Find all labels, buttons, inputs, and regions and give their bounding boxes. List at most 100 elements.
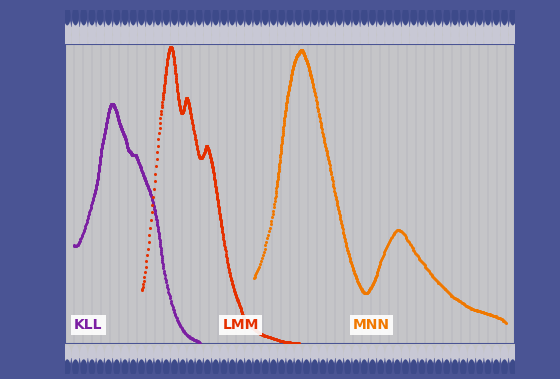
Ellipse shape	[459, 30, 467, 48]
Ellipse shape	[508, 18, 517, 42]
Ellipse shape	[203, 30, 212, 48]
Ellipse shape	[368, 345, 376, 366]
Ellipse shape	[419, 359, 426, 376]
Ellipse shape	[72, 30, 80, 48]
Ellipse shape	[493, 359, 500, 376]
Ellipse shape	[353, 359, 360, 376]
Ellipse shape	[262, 359, 269, 376]
Ellipse shape	[377, 10, 384, 27]
Ellipse shape	[237, 10, 244, 27]
Ellipse shape	[336, 7, 343, 25]
Ellipse shape	[410, 30, 418, 48]
Ellipse shape	[163, 359, 170, 376]
Ellipse shape	[96, 30, 104, 48]
Ellipse shape	[311, 7, 318, 25]
Ellipse shape	[509, 10, 516, 27]
Ellipse shape	[311, 10, 318, 27]
Ellipse shape	[187, 18, 195, 42]
Ellipse shape	[262, 10, 269, 27]
Ellipse shape	[344, 7, 351, 25]
Ellipse shape	[212, 18, 220, 42]
Ellipse shape	[113, 18, 121, 42]
Ellipse shape	[88, 18, 96, 42]
Ellipse shape	[385, 30, 393, 48]
Ellipse shape	[113, 10, 120, 27]
Ellipse shape	[179, 30, 187, 48]
Ellipse shape	[468, 18, 475, 42]
Ellipse shape	[64, 10, 71, 27]
Ellipse shape	[97, 7, 104, 25]
Ellipse shape	[269, 30, 278, 48]
Ellipse shape	[204, 359, 211, 376]
Ellipse shape	[130, 10, 137, 27]
Ellipse shape	[72, 10, 79, 27]
Ellipse shape	[72, 7, 79, 25]
Ellipse shape	[468, 30, 475, 48]
Ellipse shape	[253, 10, 260, 27]
Ellipse shape	[129, 18, 137, 42]
Ellipse shape	[80, 10, 87, 27]
Ellipse shape	[195, 30, 203, 48]
Ellipse shape	[286, 10, 293, 27]
Ellipse shape	[163, 7, 170, 25]
Ellipse shape	[228, 30, 236, 48]
Ellipse shape	[179, 10, 186, 27]
Ellipse shape	[468, 345, 475, 366]
Ellipse shape	[146, 18, 154, 42]
Ellipse shape	[80, 345, 88, 366]
Ellipse shape	[327, 18, 335, 42]
Ellipse shape	[451, 10, 459, 27]
Ellipse shape	[138, 7, 145, 25]
Ellipse shape	[501, 345, 508, 366]
Ellipse shape	[237, 359, 244, 376]
Ellipse shape	[443, 18, 451, 42]
Ellipse shape	[187, 30, 195, 48]
Ellipse shape	[105, 345, 113, 366]
Ellipse shape	[170, 30, 179, 48]
Ellipse shape	[221, 359, 227, 376]
Ellipse shape	[162, 10, 170, 27]
Ellipse shape	[105, 10, 112, 27]
Ellipse shape	[113, 7, 120, 25]
Ellipse shape	[427, 10, 434, 27]
Ellipse shape	[360, 345, 368, 366]
Ellipse shape	[302, 18, 311, 42]
Ellipse shape	[203, 345, 212, 366]
Ellipse shape	[319, 18, 327, 42]
Ellipse shape	[171, 359, 178, 376]
Ellipse shape	[286, 30, 294, 48]
Ellipse shape	[426, 18, 435, 42]
Ellipse shape	[96, 18, 104, 42]
Ellipse shape	[303, 359, 310, 376]
Ellipse shape	[369, 7, 376, 25]
Ellipse shape	[492, 18, 500, 42]
Ellipse shape	[270, 10, 277, 27]
Ellipse shape	[170, 345, 179, 366]
Ellipse shape	[253, 18, 261, 42]
Ellipse shape	[146, 345, 154, 366]
Ellipse shape	[335, 30, 343, 48]
Ellipse shape	[501, 30, 508, 48]
Ellipse shape	[130, 7, 137, 25]
Ellipse shape	[501, 18, 508, 42]
Ellipse shape	[162, 345, 170, 366]
Ellipse shape	[80, 18, 88, 42]
Ellipse shape	[195, 10, 203, 27]
Ellipse shape	[335, 18, 343, 42]
Ellipse shape	[468, 7, 475, 25]
Ellipse shape	[113, 345, 121, 366]
Ellipse shape	[443, 345, 451, 366]
Ellipse shape	[129, 345, 137, 366]
Ellipse shape	[122, 7, 128, 25]
Ellipse shape	[294, 18, 302, 42]
Ellipse shape	[63, 18, 71, 42]
Ellipse shape	[269, 18, 278, 42]
Ellipse shape	[229, 359, 236, 376]
Ellipse shape	[195, 345, 203, 366]
Ellipse shape	[477, 7, 483, 25]
Ellipse shape	[360, 18, 368, 42]
Ellipse shape	[402, 359, 409, 376]
Ellipse shape	[302, 30, 311, 48]
Ellipse shape	[402, 10, 409, 27]
Ellipse shape	[468, 10, 475, 27]
